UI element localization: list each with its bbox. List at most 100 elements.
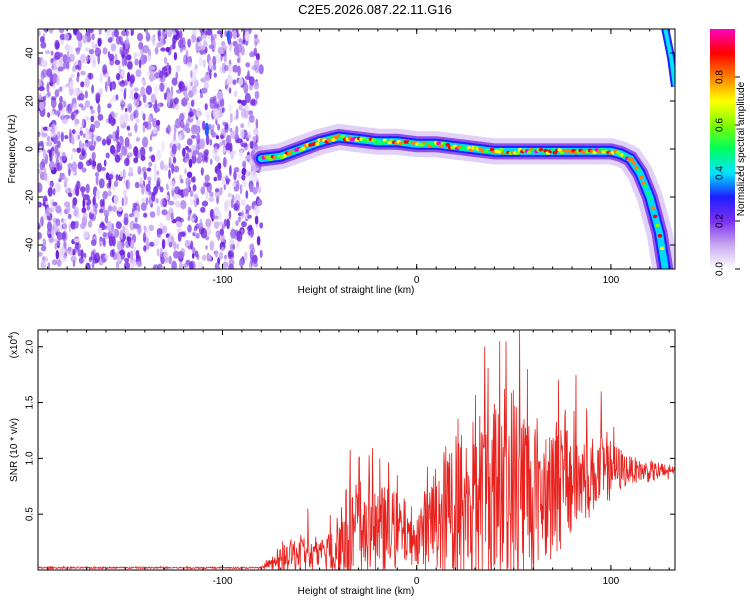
noise-blob (156, 42, 162, 48)
noise-blob (77, 161, 84, 170)
noise-blob (254, 99, 258, 105)
noise-blob (253, 254, 258, 263)
x-tick-label: 0 (414, 576, 420, 587)
ridge-blob (371, 138, 376, 142)
noise-blob (67, 213, 72, 220)
noise-blob (58, 102, 63, 111)
noise-blob (133, 109, 139, 119)
noise-blob (160, 47, 166, 52)
noise-blob (56, 231, 63, 241)
noise-blob (223, 184, 226, 191)
noise-blob (39, 80, 42, 87)
noise-blob (69, 46, 73, 54)
noise-blob (108, 134, 113, 140)
noise-blob (124, 258, 130, 263)
noise-blob (168, 64, 172, 75)
noise-blob (87, 29, 94, 34)
noise-blob (84, 47, 90, 52)
noise-blob (178, 39, 184, 49)
noise-blob (61, 84, 68, 89)
noise-blob (238, 216, 241, 221)
noise-blob (45, 200, 48, 206)
noise-blob (168, 156, 172, 168)
noise-blob (127, 105, 132, 113)
noise-blob (105, 152, 110, 159)
noise-blob (195, 233, 200, 239)
noise-blob (55, 42, 60, 49)
noise-blob (249, 184, 254, 193)
noise-blob (72, 197, 78, 206)
noise-blob (220, 46, 226, 54)
noise-blob (142, 136, 149, 148)
noise-blob (144, 103, 150, 108)
noise-blob (72, 103, 78, 111)
noise-blob (143, 171, 147, 181)
noise-blob (252, 261, 259, 268)
noise-blob (251, 65, 258, 71)
noise-blob (99, 199, 104, 207)
noise-blob (237, 65, 241, 77)
noise-blob (74, 118, 80, 125)
noise-blob (228, 87, 232, 94)
noise-blob (213, 206, 220, 216)
noise-blob (115, 261, 120, 269)
noise-blob (56, 240, 61, 247)
noise-blob (102, 237, 106, 246)
noise-blob (130, 239, 135, 249)
noise-blob (253, 47, 257, 57)
noise-blob (99, 72, 103, 84)
noise-blob (226, 75, 233, 86)
noise-blob (96, 162, 103, 173)
noise-blob (85, 127, 90, 134)
noise-blob (123, 90, 127, 100)
noise-blob (127, 172, 134, 177)
noise-blob (232, 64, 239, 73)
noise-blob (78, 140, 82, 151)
noise-blob (205, 218, 212, 228)
noise-blob (189, 198, 194, 206)
noise-blob (249, 140, 254, 149)
noise-blob (70, 154, 74, 160)
noise-blob (200, 227, 207, 239)
noise-blob (135, 137, 140, 142)
ridge-blob (515, 151, 520, 155)
noise-blob (145, 183, 151, 192)
noise-blob (227, 192, 232, 198)
noise-blob (205, 134, 210, 146)
y-tick-label: 1.5 (25, 395, 36, 409)
noise-blob (201, 200, 209, 207)
noise-blob (40, 261, 46, 269)
ridge-blob (655, 223, 660, 228)
noise-blob (107, 76, 111, 87)
noise-blob (171, 163, 175, 174)
noise-blob (47, 187, 53, 197)
noise-blob (179, 113, 185, 122)
noise-blob (48, 29, 54, 34)
noise-blob (255, 53, 260, 61)
noise-blob (222, 261, 229, 269)
noise-blob (238, 104, 243, 111)
noise-blob (148, 146, 153, 152)
noise-blob (191, 85, 198, 96)
noise-blob (246, 170, 249, 178)
noise-blob (129, 220, 136, 231)
noise-blob (139, 183, 144, 189)
noise-blob (228, 120, 231, 131)
noise-blob (45, 141, 53, 147)
noise-blob (50, 123, 56, 135)
noise-blob (119, 229, 123, 240)
noise-blob (74, 242, 81, 250)
noise-blob (133, 210, 140, 220)
noise-blob (88, 72, 92, 80)
noise-blob (178, 30, 183, 39)
noise-blob (161, 67, 166, 76)
colorbar-tick-label: 0.4 (715, 166, 726, 180)
noise-blob (209, 59, 213, 70)
ridge-blob (636, 168, 642, 172)
upper-branch-core (663, 29, 675, 87)
noise-blob (188, 111, 194, 117)
noise-blob (249, 243, 255, 251)
noise-blob (47, 91, 51, 97)
noise-blob (176, 243, 179, 250)
noise-blob (240, 123, 245, 129)
